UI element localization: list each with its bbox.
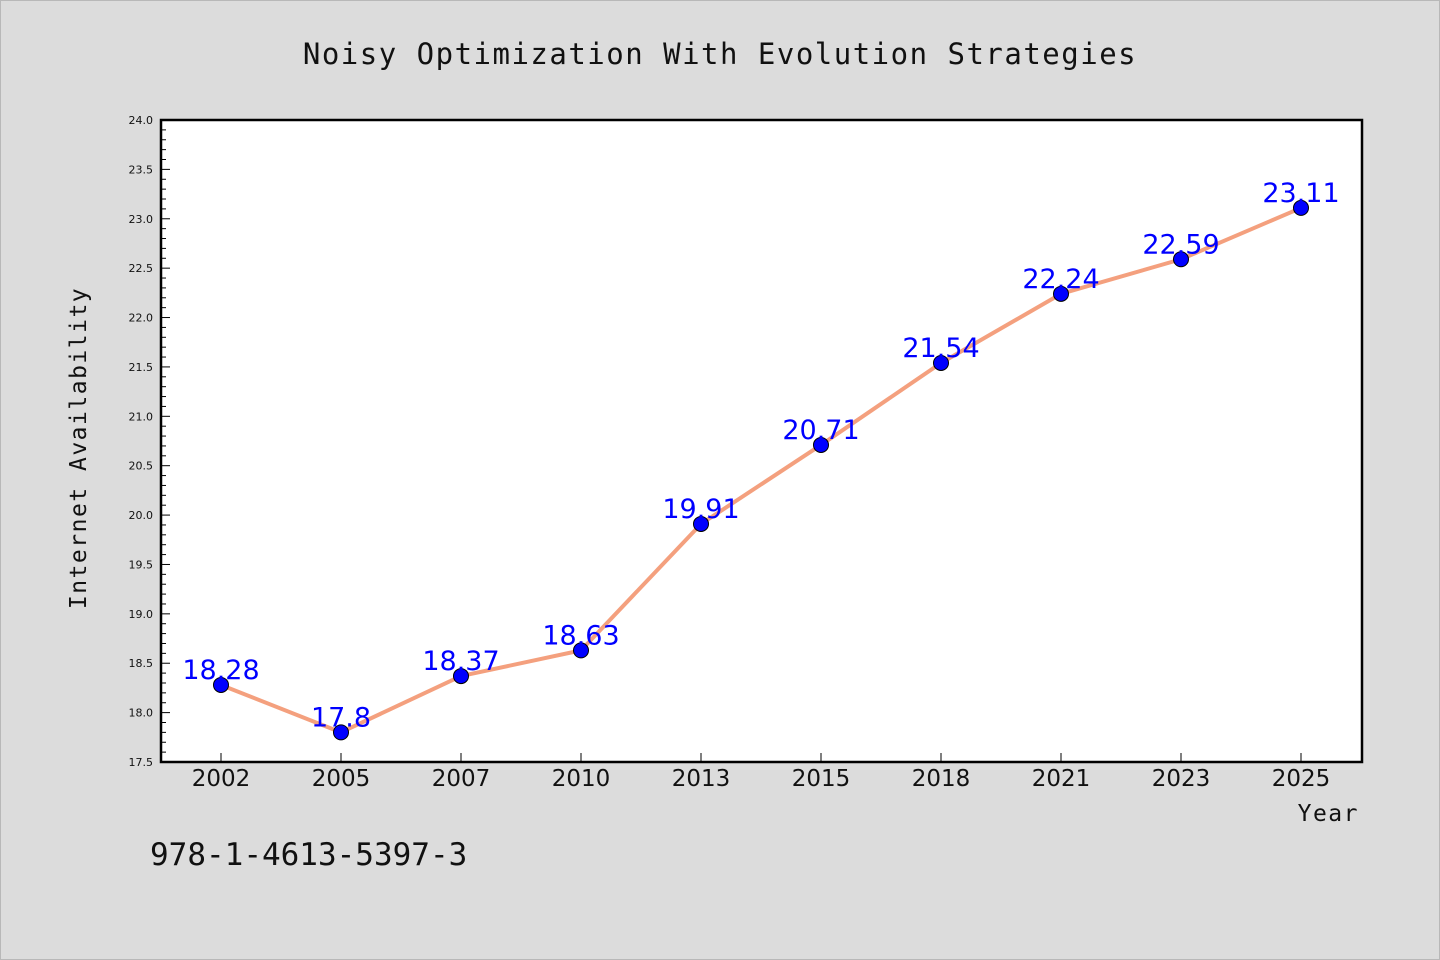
y-tick-label: 22.0 (129, 312, 154, 325)
y-tick-label: 17.5 (129, 756, 154, 769)
y-tick-label: 24.0 (129, 114, 154, 127)
chart-title: Noisy Optimization With Evolution Strate… (303, 37, 1137, 71)
x-axis: 2002 2005 2007 2010 2013 2015 2018 2021 2023 2025 (192, 753, 1331, 792)
x-tick-label: 2021 (1032, 766, 1091, 792)
plot-area (159, 118, 1364, 764)
isbn-code: 978-1-4613-5397-3 (150, 837, 467, 873)
x-axis-title: Year (1298, 801, 1359, 827)
data-point (213, 676, 229, 693)
y-tick-label: 23.0 (129, 213, 154, 226)
y-tick-label: 20.5 (129, 460, 154, 473)
y-tick-label: 18.0 (129, 707, 154, 720)
data-point (693, 515, 709, 532)
data-point (813, 436, 829, 453)
data-point (573, 642, 589, 659)
x-tick-label: 2015 (792, 766, 851, 792)
data-point (333, 724, 349, 741)
x-tick-label: 2007 (432, 766, 491, 792)
data-point (1173, 251, 1189, 268)
x-tick-label: 2010 (552, 766, 611, 792)
series-markers (213, 199, 1309, 741)
data-label: 18.37 (422, 646, 499, 677)
data-point (933, 354, 949, 371)
y-tick-label: 23.5 (129, 163, 154, 176)
y-tick-label: 21.0 (129, 410, 154, 423)
data-label: 23.11 (1262, 178, 1339, 209)
y-tick-label: 19.5 (129, 558, 154, 571)
data-point (1053, 285, 1069, 302)
data-label: 22.59 (1142, 229, 1219, 260)
data-label: 18.63 (542, 620, 619, 651)
data-label: 21.54 (902, 333, 979, 364)
data-label: 17.8 (311, 702, 371, 733)
x-tick-label: 2002 (192, 766, 251, 792)
x-tick-label: 2013 (672, 766, 731, 792)
data-label: 22.24 (1022, 264, 1099, 295)
y-tick-label: 22.5 (129, 262, 154, 275)
x-tick-label: 2005 (312, 766, 371, 792)
data-labels: 18.28 17.8 18.37 18.63 19.91 20.71 21.54 22.24 2… (182, 178, 1339, 733)
data-label: 18.28 (182, 655, 259, 686)
y-axis: 17.5 18.0 18.5 19.0 19.5 20.0 20.5 21.0 21.5 22.0… (129, 114, 170, 769)
x-tick-label: 2018 (912, 766, 971, 792)
x-tick-label: 2023 (1152, 766, 1211, 792)
y-tick-label: 20.0 (129, 509, 154, 522)
data-point (1293, 199, 1309, 216)
x-tick-label: 2025 (1272, 766, 1331, 792)
y-tick-label: 19.0 (129, 608, 154, 621)
y-axis-title: Internet Availability (66, 287, 92, 609)
data-label: 20.71 (782, 415, 859, 446)
series-polyline (219, 205, 1303, 735)
data-label: 19.91 (662, 494, 739, 525)
y-tick-label: 18.5 (129, 657, 154, 670)
y-tick-label: 21.5 (129, 361, 154, 374)
series-line (219, 205, 1303, 735)
data-point (453, 668, 469, 685)
